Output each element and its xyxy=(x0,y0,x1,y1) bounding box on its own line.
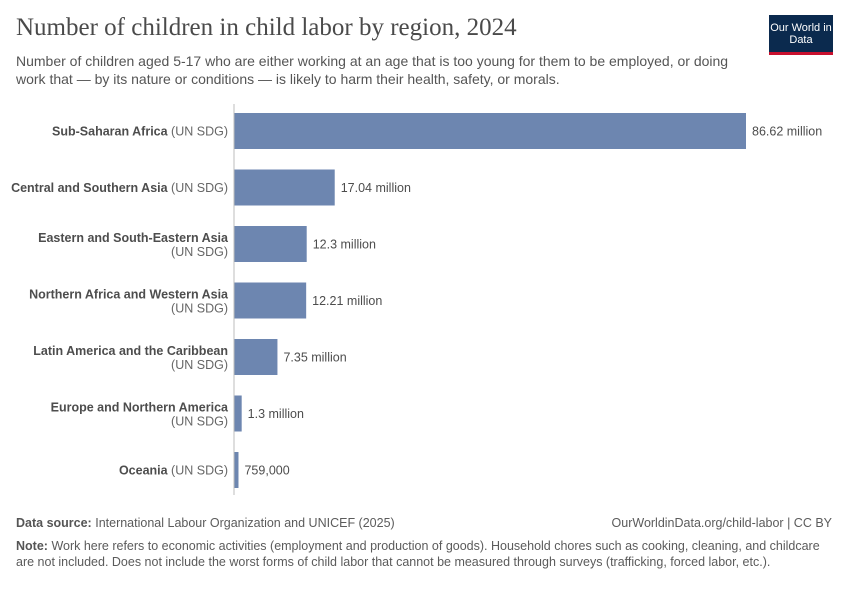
category-label[interactable]: Eastern and South-Eastern Asia (UN SDG) xyxy=(38,231,229,259)
bar[interactable] xyxy=(234,169,335,206)
value-label: 12.21 million xyxy=(312,294,382,308)
value-label: 759,000 xyxy=(244,464,289,478)
bar[interactable] xyxy=(234,339,278,375)
source-url[interactable]: OurWorldinData.org/child-labor | CC BY xyxy=(611,516,832,530)
category-label[interactable]: Europe and Northern America (UN SDG) xyxy=(51,401,229,429)
footer: Data source: International Labour Organi… xyxy=(16,516,832,530)
logo-text: Our World in Data xyxy=(770,21,832,46)
category-label[interactable]: Oceania (UN SDG) xyxy=(119,464,228,478)
chart-subtitle: Number of children aged 5-17 who are eit… xyxy=(16,53,729,87)
value-label: 1.3 million xyxy=(248,407,304,421)
bar[interactable] xyxy=(234,113,746,149)
value-label: 17.04 million xyxy=(341,181,411,195)
value-label: 86.62 million xyxy=(752,125,822,139)
value-label: 7.35 million xyxy=(283,351,346,365)
bar-chart: 86.62 million Sub-Saharan Africa (UN SDG)… xyxy=(11,104,822,495)
chart-title: Number of children in child labor by reg… xyxy=(16,14,517,41)
note-text: Work here refers to economic activities … xyxy=(16,539,820,569)
bar[interactable] xyxy=(234,282,307,319)
data-source-text[interactable]: International Labour Organization and UN… xyxy=(95,516,395,530)
category-label[interactable]: Central and Southern Asia (UN SDG) xyxy=(11,181,228,195)
bar[interactable] xyxy=(234,452,239,488)
category-label[interactable]: Latin America and the Caribbean (UN SDG) xyxy=(33,344,228,372)
footnote: Note: Work here refers to economic activ… xyxy=(16,538,831,570)
value-label: 12.3 million xyxy=(313,238,376,252)
note-label: Note: xyxy=(16,539,48,553)
category-label[interactable]: Northern Africa and Western Asia (UN SDG) xyxy=(29,288,229,316)
data-source: Data source: International Labour Organi… xyxy=(16,516,395,530)
bar[interactable] xyxy=(234,395,242,432)
category-label[interactable]: Sub-Saharan Africa (UN SDG) xyxy=(52,125,228,139)
bar[interactable] xyxy=(234,226,307,262)
data-source-label: Data source: xyxy=(16,516,92,530)
owid-logo[interactable]: Our World in Data xyxy=(769,15,833,55)
